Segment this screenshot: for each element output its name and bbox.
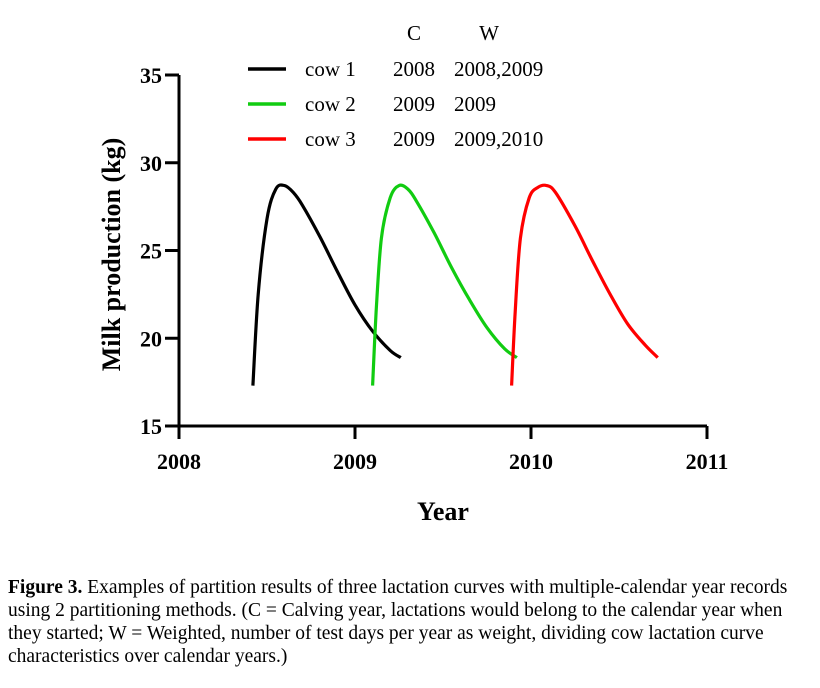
y-axis-title: Milk production (kg) bbox=[97, 138, 126, 372]
legend-w-cow-3: 2009,2010 bbox=[454, 127, 543, 151]
legend-c-cow-2: 2009 bbox=[393, 92, 435, 116]
x-axis-title: Year bbox=[417, 497, 469, 526]
y-tick-label-20: 20 bbox=[140, 326, 162, 351]
legend-header-c: C bbox=[407, 21, 421, 45]
x-tick-label-2010: 2010 bbox=[509, 449, 553, 474]
caption-label: Figure 3. bbox=[8, 577, 83, 598]
axes: 15 20 25 30 35 2008 2009 2010 2011 Year Milk produ… bbox=[97, 63, 728, 526]
y-tick-label-30: 30 bbox=[140, 151, 162, 176]
legend-label-cow-3: cow 3 bbox=[305, 127, 356, 151]
x-tick-label-2008: 2008 bbox=[157, 449, 201, 474]
x-tick-label-2011: 2011 bbox=[686, 449, 729, 474]
legend-c-cow-3: 2009 bbox=[393, 127, 435, 151]
figure-caption: Figure 3. Examples of partition results … bbox=[8, 576, 816, 668]
lactation-chart: 15 20 25 30 35 2008 2009 2010 2011 Year Milk produ… bbox=[97, 21, 728, 526]
series-layer bbox=[251, 183, 659, 386]
legend-w-cow-2: 2009 bbox=[454, 92, 496, 116]
series-line-cow-2 bbox=[371, 183, 518, 386]
caption-text: Examples of partition results of three l… bbox=[8, 577, 788, 667]
series-line-cow-1 bbox=[251, 183, 402, 386]
legend-w-cow-1: 2008,2009 bbox=[454, 57, 543, 81]
y-tick-label-35: 35 bbox=[140, 63, 162, 88]
legend-c-cow-1: 2008 bbox=[393, 57, 435, 81]
legend-label-cow-1: cow 1 bbox=[305, 57, 356, 81]
legend-label-cow-2: cow 2 bbox=[305, 92, 356, 116]
legend-header-w: W bbox=[479, 21, 499, 45]
x-tick-label-2009: 2009 bbox=[333, 449, 377, 474]
y-tick-label-25: 25 bbox=[140, 239, 162, 264]
series-line-cow-3 bbox=[510, 183, 659, 386]
y-tick-label-15: 15 bbox=[140, 414, 162, 439]
